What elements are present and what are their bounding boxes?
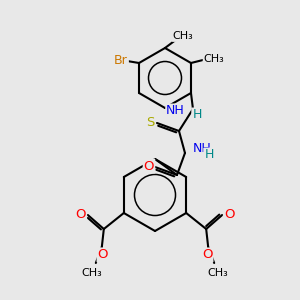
Text: CH₃: CH₃ [204,54,224,64]
Text: O: O [224,208,234,220]
Text: O: O [76,208,86,220]
Text: S: S [146,116,154,128]
Text: H: H [204,148,214,161]
Text: H: H [192,109,202,122]
Text: CH₃: CH₃ [81,268,102,278]
Text: O: O [144,160,154,172]
Text: CH₃: CH₃ [208,268,229,278]
Text: Br: Br [114,53,128,67]
Text: O: O [202,248,212,262]
Text: NH: NH [193,142,212,155]
Text: NH: NH [166,104,185,118]
Text: CH₃: CH₃ [172,31,194,41]
Text: O: O [98,248,108,262]
